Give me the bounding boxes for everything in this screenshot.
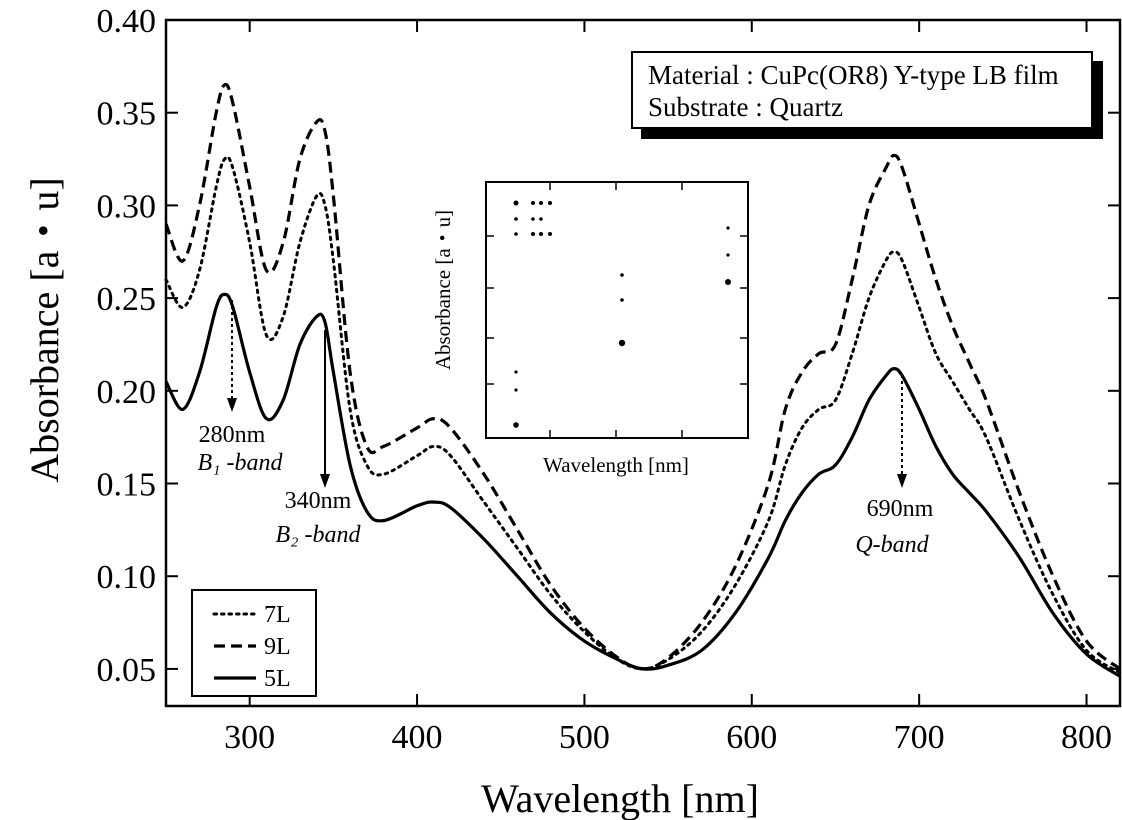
legend-label-5L: 5L [264,666,291,692]
legend-label-7L: 7L [264,602,291,628]
inset-x-title: Wavelength [nm] [543,453,689,477]
plot-frame [164,18,1122,708]
annotation-340nm-band: B₂ -band [276,522,362,548]
x-tick-label: 400 [392,719,443,756]
x-axis-title: Wavelength [nm] [481,776,759,820]
inset-point [539,217,543,221]
y-tick-label: 0.35 [97,96,157,133]
y-tick-label: 0.25 [97,281,157,318]
y-axis: 0.05 0.10 0.15 0.20 0.25 0.30 0.35 0.40 [97,3,1120,689]
inset-point [513,200,519,206]
info-material: Material : CuPc(OR8) Y-type LB film [648,60,1059,90]
y-tick-label: 0.40 [97,3,157,40]
annotation-280nm-wavelength: 280nm [199,422,266,448]
inset-point [531,217,535,221]
inset-point [620,273,624,277]
x-tick-label: 600 [726,719,777,756]
inset-plot: Wavelength [nm] Absorbance [a・u] [431,181,749,477]
annotation-690nm-band: Q-band [855,532,929,558]
info-box: Material : CuPc(OR8) Y-type LB film Subs… [631,51,1093,129]
y-tick-label: 0.05 [97,652,157,689]
y-tick-label: 0.10 [97,559,157,596]
series-5L-line [164,292,1121,678]
annotation-280nm-band: B₁ -band [198,450,284,476]
inset-point [726,226,730,230]
y-tick-label: 0.20 [97,374,157,411]
inset-point [620,298,624,302]
inset-point [514,217,518,221]
x-tick-label: 500 [559,719,610,756]
inset-point [531,201,535,205]
annotation-280nm: 280nm B₁ -band [198,300,284,476]
annotation-340nm-wavelength: 340nm [285,488,352,514]
y-tick-label: 0.15 [97,467,157,504]
series-9L-line [164,82,1122,671]
inset-point [539,232,543,236]
inset-point [514,232,518,236]
x-tick-label: 800 [1061,719,1112,756]
inset-y-title: Absorbance [a・u] [431,210,455,370]
y-axis-title: Absorbance [a・u] [22,177,67,482]
inset-point [548,201,552,205]
series-layer [164,82,1122,678]
annotation-340nm: 340nm B₂ -band [276,330,362,548]
x-tick-label: 300 [224,719,275,756]
info-substrate: Substrate : Quartz [648,92,843,122]
annotation-690nm-wavelength: 690nm [867,496,934,522]
annotation-690nm: 690nm Q-band [855,375,934,558]
inset-point [539,201,543,205]
x-axis: 300 400 500 600 700 800 [224,20,1112,756]
legend: 7L 9L 5L [191,589,317,697]
inset-point [725,279,731,285]
legend-label-9L: 9L [264,634,291,660]
x-tick-label: 700 [894,719,945,756]
inset-point [726,253,730,257]
inset-point [514,370,518,374]
inset-point [548,232,552,236]
inset-point [513,422,519,428]
inset-point [514,388,518,392]
y-tick-label: 0.30 [97,188,157,225]
inset-point [618,339,626,347]
inset-point [531,232,535,236]
